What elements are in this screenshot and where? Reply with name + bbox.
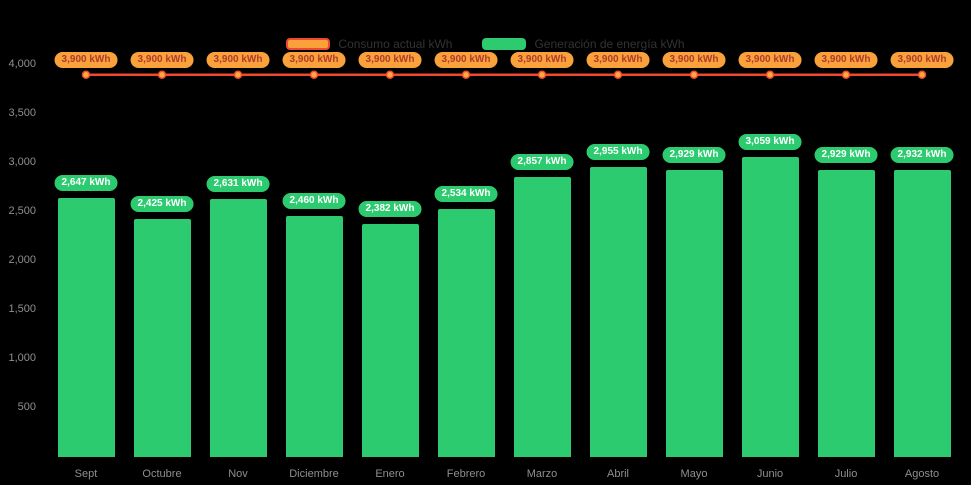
x-tick-label-enero: Enero (375, 468, 405, 480)
x-tick-label-marzo: Marzo (526, 468, 558, 480)
legend-label-generation: Generación de energía kWh (534, 37, 685, 51)
y-tick-label: 1,500 (8, 303, 36, 315)
generation-bar-agosto (893, 169, 951, 457)
consumption-point-marker (157, 70, 167, 80)
y-tick-label: 4,000 (8, 58, 36, 70)
generation-bar-enero (361, 223, 419, 457)
generation-value-badge: 2,929 kWh (662, 146, 726, 163)
generation-value-badge: 2,929 kWh (814, 146, 878, 163)
y-tick-label: 1,000 (8, 352, 36, 364)
x-tick-label-sept: Sept (74, 468, 98, 480)
x-tick-label-octubre: Octubre (142, 468, 182, 480)
consumption-value-badge: 3,900 kWh (890, 52, 954, 68)
generation-bar-diciembre (285, 215, 343, 457)
consumption-value-badge: 3,900 kWh (434, 52, 498, 68)
consumption-point-marker (537, 70, 547, 80)
legend-label-consumption: Consumo actual kWh (338, 37, 453, 51)
consumption-value-badge: 3,900 kWh (282, 52, 346, 68)
generation-value-badge: 2,382 kWh (358, 200, 422, 217)
generation-value-badge: 2,647 kWh (54, 174, 118, 191)
y-tick-label: 2,000 (8, 254, 36, 266)
consumption-point-marker (233, 70, 243, 80)
generation-value-badge: 2,534 kWh (434, 185, 498, 202)
consumption-value-badge: 3,900 kWh (206, 52, 270, 68)
consumption-point-marker (765, 70, 775, 80)
generation-bar-abril (589, 167, 647, 457)
consumption-point-marker (841, 70, 851, 80)
consumption-point-marker (917, 70, 927, 80)
x-tick-label-julio: Julio (834, 468, 858, 480)
generation-value-badge: 2,460 kWh (282, 192, 346, 209)
generation-bar-julio (817, 169, 875, 457)
x-tick-label-agosto: Agosto (904, 468, 940, 480)
consumption-point-marker (81, 70, 91, 80)
consumption-value-badge: 3,900 kWh (738, 52, 802, 68)
x-tick-label-nov: Nov (228, 468, 248, 480)
consumption-point-marker (461, 70, 471, 80)
generation-bar-junio (741, 157, 799, 457)
consumption-point-marker (309, 70, 319, 80)
generation-value-badge: 2,631 kWh (206, 176, 270, 193)
legend-item-generation[interactable]: Generación de energía kWh (482, 37, 685, 51)
generation-value-badge: 2,932 kWh (890, 146, 954, 163)
y-tick-label: 2,500 (8, 205, 36, 217)
generation-bar-sept (57, 197, 115, 457)
generation-bar-febrero (437, 208, 495, 457)
x-tick-label-junio: Junio (756, 468, 784, 480)
generation-bar-mayo (665, 169, 723, 457)
x-tick-label-diciembre: Diciembre (289, 468, 339, 480)
consumption-point-marker (385, 70, 395, 80)
y-tick-label: 3,500 (8, 107, 36, 119)
y-tick-label: 500 (17, 401, 36, 413)
consumption-point-marker (689, 70, 699, 80)
consumption-value-badge: 3,900 kWh (814, 52, 878, 68)
generation-value-badge: 2,955 kWh (586, 144, 650, 161)
consumption-value-badge: 3,900 kWh (586, 52, 650, 68)
consumption-point-marker (613, 70, 623, 80)
consumption-swatch-icon (286, 38, 331, 50)
consumption-value-badge: 3,900 kWh (358, 52, 422, 68)
x-tick-label-febrero: Febrero (446, 468, 486, 480)
consumption-value-badge: 3,900 kWh (130, 52, 194, 68)
x-tick-label-abril: Abril (606, 468, 630, 480)
generation-value-badge: 3,059 kWh (738, 134, 802, 151)
generation-bar-octubre (133, 219, 191, 457)
y-tick-label: 3,000 (8, 156, 36, 168)
generation-bar-marzo (513, 177, 571, 457)
legend-item-consumption[interactable]: Consumo actual kWh (286, 37, 452, 51)
generation-bar-nov (209, 199, 267, 457)
generation-swatch-icon (482, 38, 527, 50)
consumption-value-badge: 3,900 kWh (662, 52, 726, 68)
generation-value-badge: 2,425 kWh (130, 196, 194, 213)
consumption-value-badge: 3,900 kWh (510, 52, 574, 68)
generation-value-badge: 2,857 kWh (510, 154, 574, 170)
consumption-value-badge: 3,900 kWh (54, 52, 118, 68)
chart-legend: Consumo actual kWh Generación de energía… (0, 37, 971, 51)
x-tick-label-mayo: Mayo (680, 468, 708, 480)
